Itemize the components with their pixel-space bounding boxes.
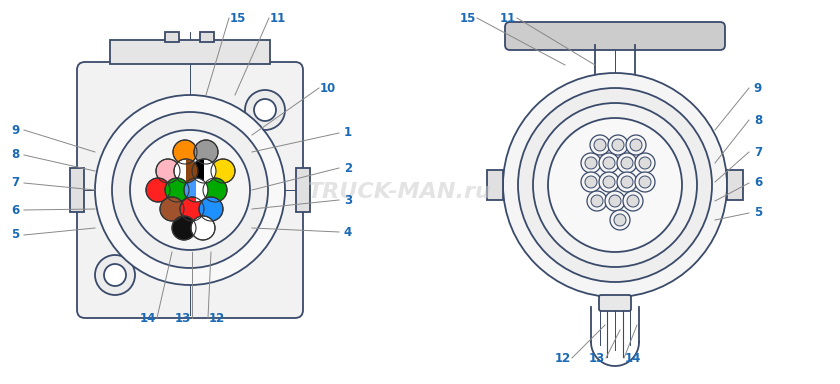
Circle shape <box>587 191 607 211</box>
Circle shape <box>192 159 216 183</box>
Circle shape <box>627 195 639 207</box>
Text: 2: 2 <box>344 162 352 174</box>
Circle shape <box>95 95 285 285</box>
Bar <box>70 168 84 212</box>
Circle shape <box>184 178 208 202</box>
Circle shape <box>626 135 646 155</box>
Text: 9: 9 <box>753 81 762 94</box>
Circle shape <box>639 157 651 169</box>
Text: 12: 12 <box>209 311 225 324</box>
Circle shape <box>173 140 197 164</box>
Text: 6: 6 <box>753 177 762 189</box>
Circle shape <box>623 191 643 211</box>
Text: 8: 8 <box>11 149 19 162</box>
Circle shape <box>194 140 218 164</box>
Text: 5: 5 <box>753 207 762 220</box>
Circle shape <box>585 176 597 188</box>
Circle shape <box>548 118 682 252</box>
Circle shape <box>610 210 630 230</box>
Wedge shape <box>196 179 207 202</box>
Text: 7: 7 <box>11 177 19 189</box>
Circle shape <box>591 195 603 207</box>
Text: 4: 4 <box>344 225 352 238</box>
Text: 8: 8 <box>753 114 762 126</box>
Circle shape <box>603 176 615 188</box>
Text: 10: 10 <box>320 81 336 94</box>
Circle shape <box>612 139 624 151</box>
Circle shape <box>104 264 126 286</box>
Circle shape <box>203 178 227 202</box>
Circle shape <box>199 197 223 221</box>
FancyBboxPatch shape <box>77 62 303 318</box>
Circle shape <box>503 73 727 297</box>
Text: 1: 1 <box>344 126 352 139</box>
Text: 15: 15 <box>459 12 476 25</box>
Bar <box>296 168 310 212</box>
Circle shape <box>639 176 651 188</box>
Circle shape <box>614 214 626 226</box>
Circle shape <box>533 103 697 267</box>
Text: 12: 12 <box>555 351 571 364</box>
Text: 14: 14 <box>139 311 156 324</box>
Circle shape <box>599 153 619 173</box>
Text: 13: 13 <box>589 351 605 364</box>
Bar <box>110 40 270 64</box>
Circle shape <box>95 255 135 295</box>
Circle shape <box>174 159 198 183</box>
Circle shape <box>130 130 250 250</box>
Circle shape <box>180 197 204 221</box>
Circle shape <box>165 178 189 202</box>
Circle shape <box>617 153 637 173</box>
Circle shape <box>635 172 655 192</box>
Circle shape <box>112 112 268 268</box>
Circle shape <box>581 172 601 192</box>
Circle shape <box>635 153 655 173</box>
Text: TRUCK-MAN.ru: TRUCK-MAN.ru <box>308 182 492 202</box>
Bar <box>200 32 214 42</box>
Circle shape <box>590 135 610 155</box>
Circle shape <box>594 139 606 151</box>
Text: 14: 14 <box>625 351 641 364</box>
Circle shape <box>245 90 285 130</box>
Text: 13: 13 <box>175 311 192 324</box>
FancyBboxPatch shape <box>599 295 631 311</box>
Bar <box>165 32 179 42</box>
Circle shape <box>630 139 642 151</box>
Circle shape <box>254 99 276 121</box>
Circle shape <box>518 88 712 282</box>
Circle shape <box>605 191 625 211</box>
Circle shape <box>146 178 170 202</box>
Text: 6: 6 <box>11 204 19 217</box>
Circle shape <box>172 216 196 240</box>
FancyBboxPatch shape <box>505 22 725 50</box>
Text: 15: 15 <box>230 12 246 25</box>
Circle shape <box>585 157 597 169</box>
Text: 9: 9 <box>11 124 19 136</box>
Circle shape <box>156 159 180 183</box>
Text: 3: 3 <box>344 194 352 207</box>
Bar <box>727 170 743 200</box>
Text: 11: 11 <box>500 12 516 25</box>
Circle shape <box>599 172 619 192</box>
Circle shape <box>609 195 621 207</box>
Circle shape <box>191 216 215 240</box>
Wedge shape <box>204 159 216 182</box>
Bar <box>487 170 503 200</box>
Circle shape <box>608 135 628 155</box>
Wedge shape <box>186 159 197 182</box>
Circle shape <box>160 197 184 221</box>
Text: 7: 7 <box>754 146 762 159</box>
Text: 5: 5 <box>11 228 19 242</box>
Circle shape <box>211 159 235 183</box>
Circle shape <box>581 153 601 173</box>
Circle shape <box>621 176 633 188</box>
Circle shape <box>617 172 637 192</box>
Text: 11: 11 <box>270 12 286 25</box>
Circle shape <box>621 157 633 169</box>
Circle shape <box>603 157 615 169</box>
